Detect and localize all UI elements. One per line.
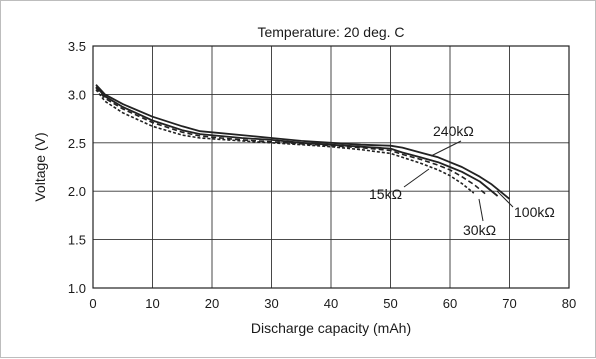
axis-layer [92, 45, 570, 289]
annotation-label: 240kΩ [433, 123, 474, 139]
series-line-2 [95, 87, 487, 195]
chart-title: Temperature: 20 deg. C [257, 24, 404, 40]
x-tick-label: 0 [89, 296, 96, 311]
x-axis-title: Discharge capacity (mAh) [251, 320, 411, 336]
y-axis-title: Voltage (V) [32, 132, 48, 201]
x-tick-label: 10 [145, 296, 159, 311]
annotation-pointer [478, 198, 484, 222]
annotation-label: 30kΩ [463, 222, 496, 238]
grid-layer [92, 45, 570, 289]
x-tick-label: 50 [383, 296, 397, 311]
y-tick-label: 1.0 [68, 281, 86, 296]
y-tick-label: 3.5 [68, 39, 86, 54]
y-tick-label: 2.0 [68, 184, 86, 199]
x-tick-label: 40 [324, 296, 338, 311]
y-tick-label: 3.0 [68, 87, 86, 102]
label-layer: 0 10 20 30 40 50 60 70 80 1.0 1.5 2.0 2.5 3.0 3.5 Disch… [32, 24, 576, 336]
y-tick-label: 2.5 [68, 136, 86, 151]
y-tick-label: 1.5 [68, 233, 86, 248]
x-tick-label: 30 [264, 296, 278, 311]
plot-area-border [92, 45, 570, 289]
x-tick-label: 80 [562, 296, 576, 311]
annotation-label: 15kΩ [369, 186, 402, 202]
series-line-0 [95, 84, 511, 200]
x-tick-label: 70 [502, 296, 516, 311]
annotation-pointer [496, 190, 514, 208]
series-layer [95, 84, 511, 200]
annotation-pointer [430, 140, 462, 157]
annotation-pointer [403, 168, 430, 188]
x-tick-label: 20 [205, 296, 219, 311]
annotation-label: 100kΩ [514, 204, 555, 220]
series-line-3 [95, 89, 475, 194]
series-line-1 [95, 86, 499, 197]
x-tick-label: 60 [443, 296, 457, 311]
